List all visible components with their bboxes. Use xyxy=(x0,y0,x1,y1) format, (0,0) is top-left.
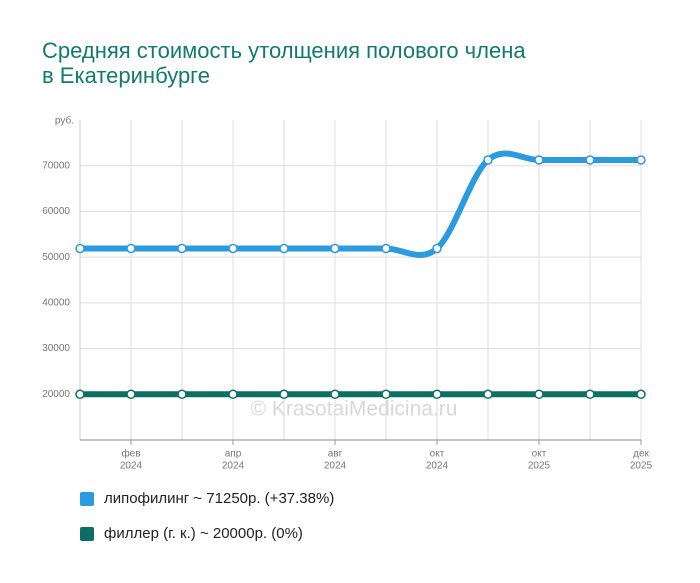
data-point xyxy=(636,389,646,400)
data-point xyxy=(636,155,646,165)
y-tick-label: 30000 xyxy=(42,343,70,354)
data-point xyxy=(381,389,391,400)
data-point xyxy=(483,389,493,400)
data-point xyxy=(228,389,238,400)
legend-label: липофилинг ~ 71250р. (+37.38%) xyxy=(104,490,334,507)
legend-label: филлер (г. к.) ~ 20000р. (0%) xyxy=(104,525,303,542)
x-tick-label: 2024 xyxy=(426,461,449,472)
legend-swatch xyxy=(80,527,94,541)
data-point xyxy=(585,155,595,165)
chart-title: Средняя стоимость утолщения полового чле… xyxy=(42,38,526,63)
data-point xyxy=(330,389,340,400)
data-point xyxy=(534,389,544,400)
x-tick-label: 2024 xyxy=(120,461,143,472)
x-tick-label: окт xyxy=(532,449,547,460)
data-point xyxy=(126,243,136,254)
data-point xyxy=(75,389,85,400)
data-point xyxy=(228,243,238,254)
y-tick-label: 60000 xyxy=(42,206,70,217)
data-point xyxy=(126,389,136,400)
y-tick-label: 70000 xyxy=(42,160,70,171)
x-tick-label: фев xyxy=(121,448,140,460)
legend-swatch xyxy=(80,492,94,506)
y-tick-label: 40000 xyxy=(42,297,70,308)
data-point xyxy=(432,389,442,400)
data-point xyxy=(432,243,442,254)
data-point xyxy=(75,243,85,254)
x-tick-label: авг xyxy=(328,449,343,460)
x-tick-label: 2025 xyxy=(528,461,551,472)
x-tick-label: 2025 xyxy=(630,461,653,472)
watermark: © KrasotaiMedicina.ru xyxy=(251,398,458,421)
x-tick-label: дек xyxy=(633,449,649,460)
data-point xyxy=(279,243,289,254)
y-tick-label: 50000 xyxy=(42,252,70,263)
x-tick-label: 2024 xyxy=(324,461,347,472)
data-point xyxy=(177,243,187,254)
data-point xyxy=(585,389,595,400)
data-point xyxy=(381,243,391,254)
x-tick-label: окт xyxy=(430,449,445,460)
data-point xyxy=(279,389,289,400)
data-point xyxy=(177,389,187,400)
data-point xyxy=(483,155,493,165)
x-tick-label: апр xyxy=(225,449,242,460)
series-line xyxy=(77,150,644,258)
data-point xyxy=(534,155,544,165)
data-point xyxy=(330,243,340,254)
chart-title: в Екатеринбурге xyxy=(42,63,210,88)
x-tick-label: 2024 xyxy=(222,461,245,472)
y-tick-label: 20000 xyxy=(42,389,70,400)
y-unit: руб. xyxy=(55,115,74,127)
